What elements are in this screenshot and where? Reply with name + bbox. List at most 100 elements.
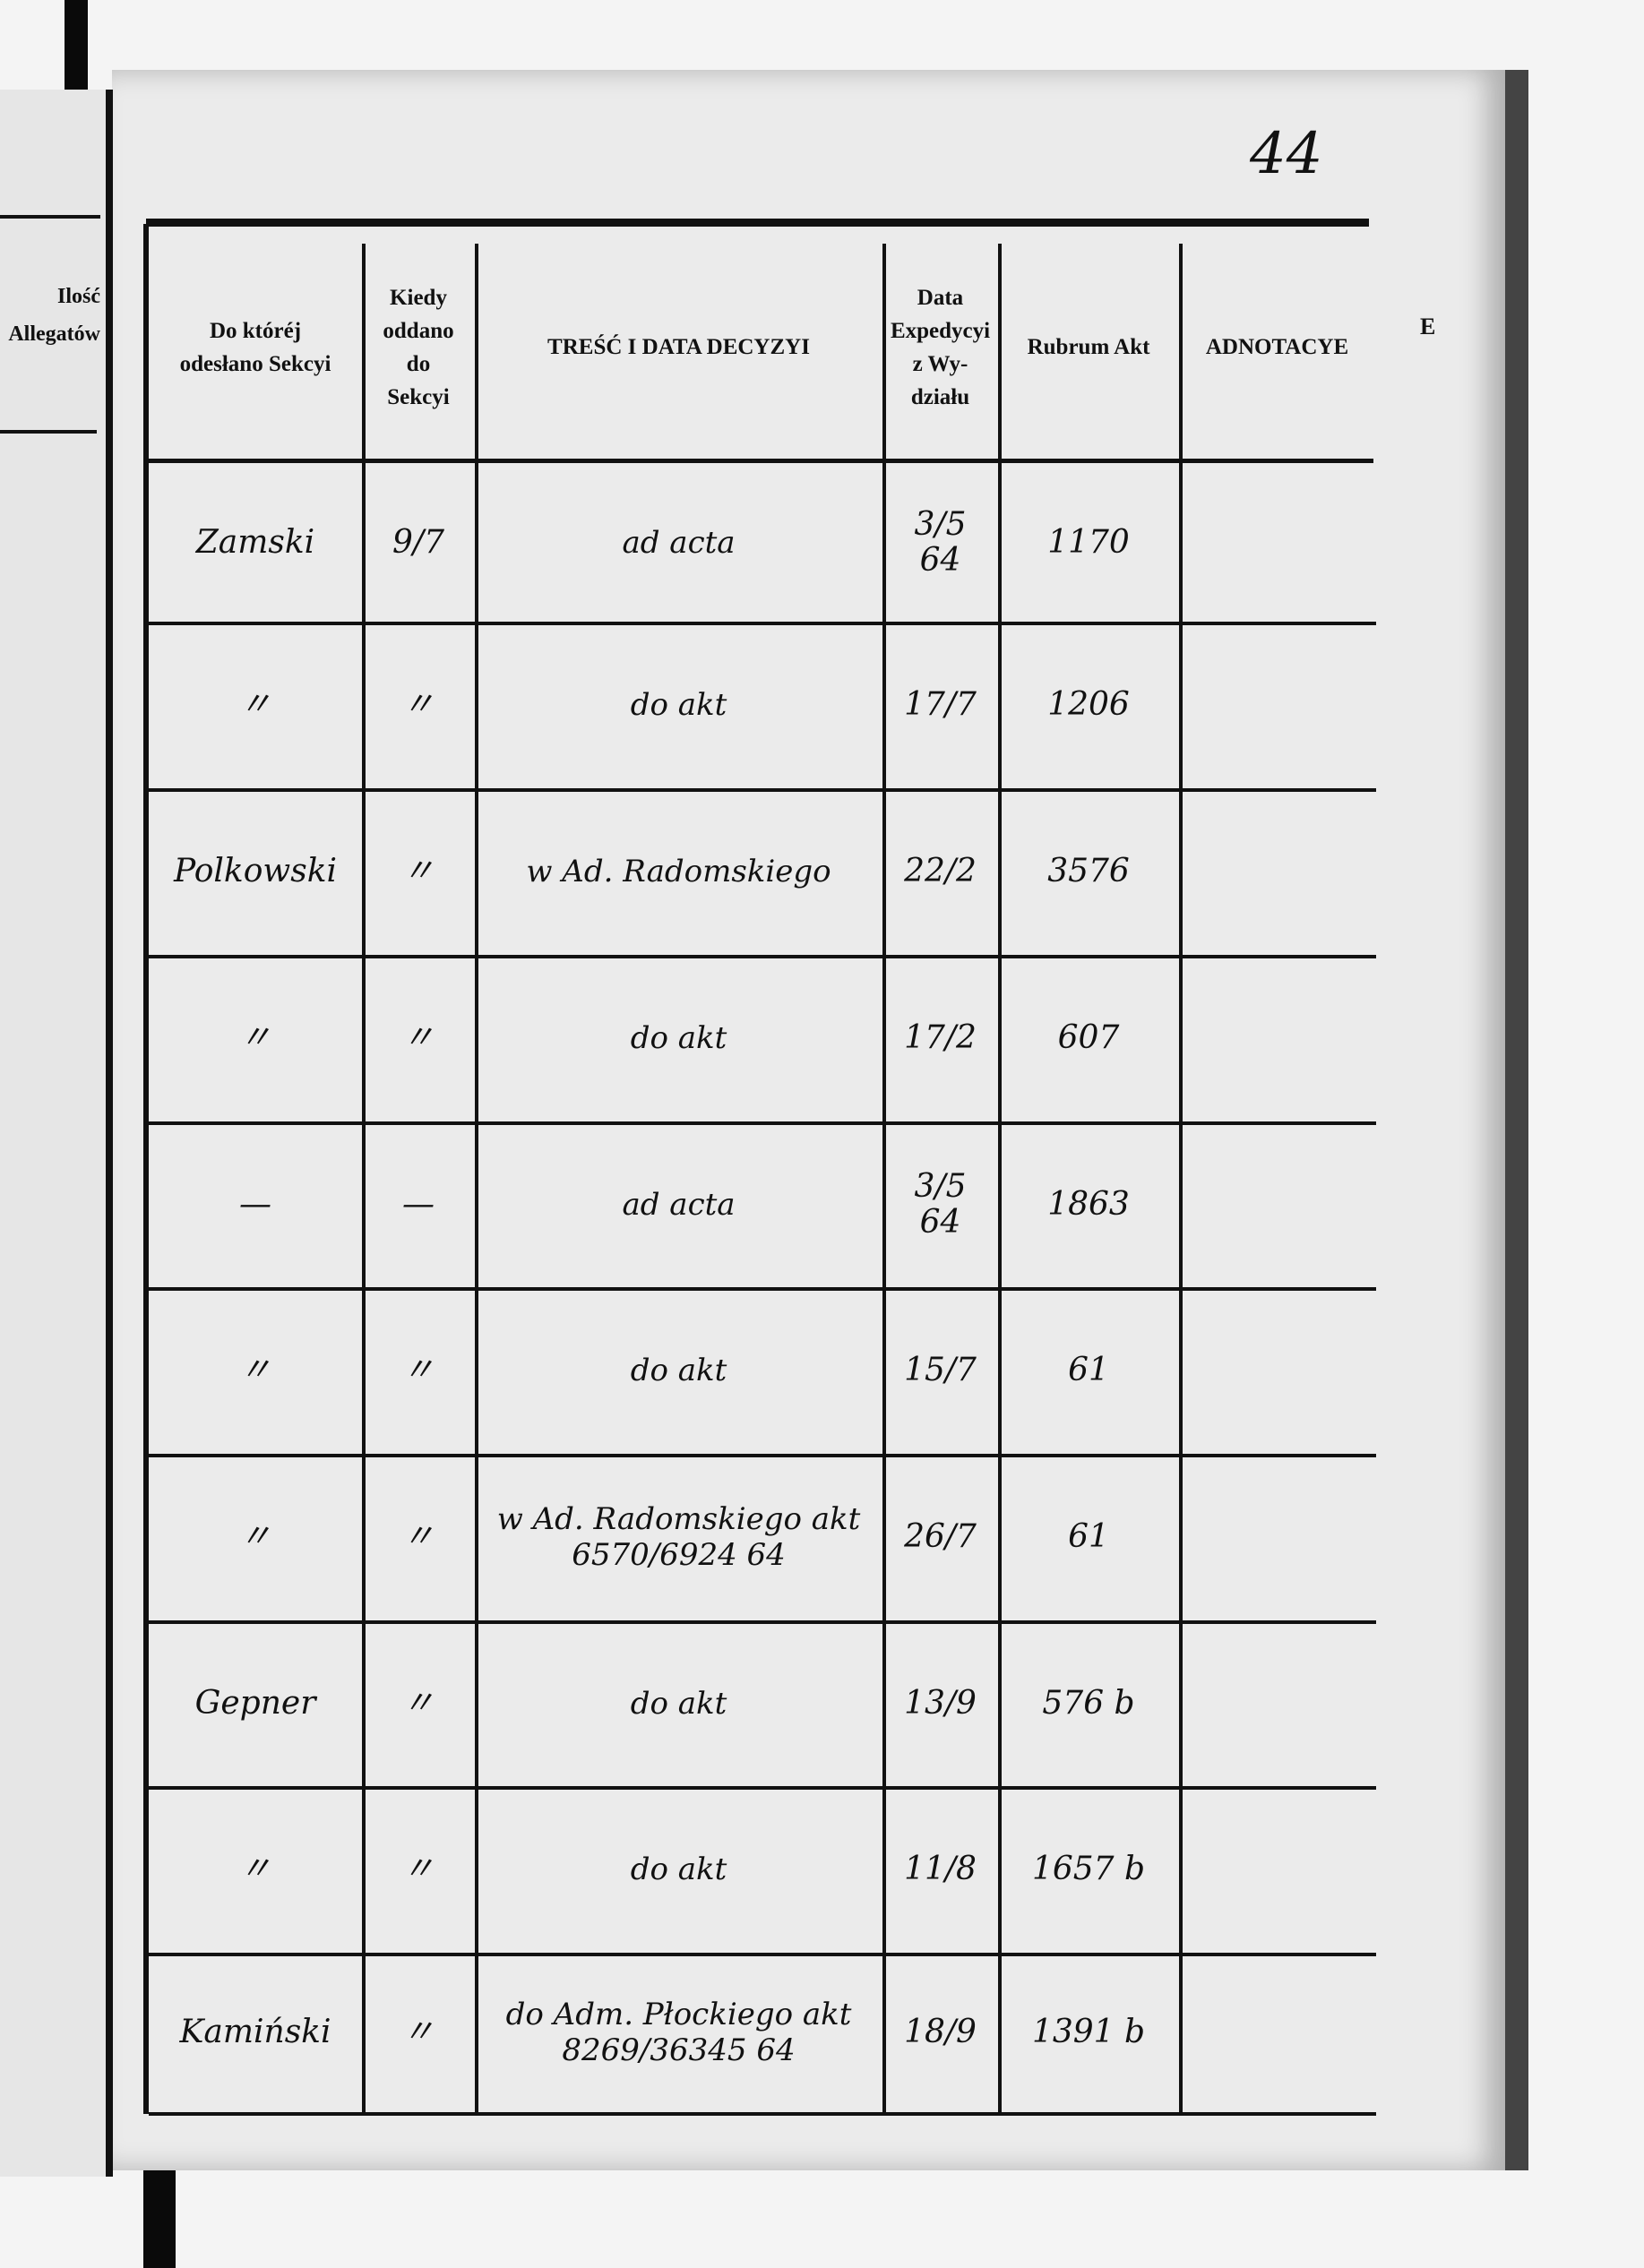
row-divider [149, 788, 1376, 792]
table-cell-data-exp: 15/7 [904, 1352, 977, 1388]
column-header-line: ADNOTACYE [1205, 335, 1349, 359]
table-cell-kiedy: 〃 [401, 1019, 435, 1056]
left-page-header: Ilość Allegatów [0, 278, 100, 353]
left-rule [0, 215, 100, 219]
table-cell-kiedy: 〃 [401, 1518, 435, 1555]
table-cell-tresc: do akt [630, 1685, 727, 1722]
table-cell-tresc: w Ad. Radomskiego akt 6570/6924 64 [496, 1501, 861, 1573]
page-number: 44 [1250, 121, 1323, 187]
table-cell-tresc: do Adm. Płockiego akt 8269/36345 64 [505, 1997, 852, 2068]
column-header: Kiedy oddano do Sekcyi [362, 242, 475, 452]
table-cell-data-exp: 13/9 [904, 1684, 977, 1722]
row-divider [149, 2112, 1376, 2116]
table-cell-rubrum: 1391 b [1031, 2014, 1146, 2050]
table-cell-kiedy: 9/7 [392, 523, 444, 561]
table-cell-sekcja: Polkowski [173, 853, 338, 889]
table-cell-tresc: do akt [630, 687, 727, 723]
table-cell-kiedy: 〃 [401, 1851, 435, 1887]
header-top-rule [146, 219, 1369, 227]
table-cell-kiedy: 〃 [401, 1352, 435, 1388]
table-cell-data-exp: 22/2 [904, 853, 977, 889]
table-cell-sekcja: Kamiński [179, 2014, 331, 2050]
column-header-line: Kiedy [390, 285, 447, 310]
table-cell-rubrum: 61 [1068, 1352, 1109, 1388]
table-cell-tresc: w Ad. Radomskiego [526, 854, 831, 889]
table-cell-tresc: ad acta [622, 524, 736, 561]
table-cell-sekcja: — [239, 1185, 271, 1223]
column-header-line: odesłano Sekcyi [179, 351, 331, 376]
row-divider [149, 622, 1376, 625]
table-cell-sekcja: 〃 [238, 1352, 271, 1388]
column-header: Rubrum Akt [998, 242, 1179, 452]
table-cell-adnotacye [1186, 1130, 1368, 1278]
table-cell-kiedy: — [402, 1185, 435, 1223]
column-header-line: Data [917, 285, 964, 310]
row-divider [149, 1287, 1376, 1291]
table-cell-adnotacye [1186, 1629, 1368, 1777]
table-cell-data-exp: 18/9 [904, 2014, 977, 2050]
column-header: Do któréj odesłano Sekcyi [149, 242, 362, 452]
table-cell-adnotacye [1186, 1962, 1368, 2103]
column-header: TREŚĆ I DATA DECYZYI [475, 242, 882, 452]
table-cell-tresc: do akt [630, 1353, 727, 1388]
table-cell-sekcja: 〃 [238, 686, 271, 723]
column-header-line: TREŚĆ I DATA DECYZYI [547, 335, 810, 359]
table-cell-rubrum: 607 [1057, 1019, 1120, 1056]
column-divider [882, 244, 886, 2116]
table-cell-rubrum: 61 [1068, 1518, 1109, 1555]
table-cell-sekcja: 〃 [238, 1851, 271, 1887]
table-left-border [143, 224, 149, 2114]
left-header-line: Ilość [57, 285, 100, 308]
table-cell-kiedy: 〃 [401, 686, 435, 723]
table-cell-kiedy: 〃 [401, 2014, 435, 2050]
column-divider [475, 244, 478, 2116]
table-cell-rubrum: 3576 [1047, 853, 1130, 889]
scan-border [143, 2168, 176, 2268]
column-header: Data Expedycyi z Wy-działu [882, 242, 998, 452]
table-cell-data-exp: 17/7 [904, 686, 977, 723]
table-cell-adnotacye [1186, 797, 1368, 946]
table-cell-sekcja: 〃 [238, 1019, 271, 1056]
table-cell-sekcja: Zamski [195, 523, 315, 561]
column-header-line: do [406, 351, 431, 376]
table-cell-data-exp: 3/5 64 [914, 505, 967, 579]
table-cell-sekcja: Gepner [194, 1684, 316, 1722]
column-header-line: Do któréj [209, 318, 302, 343]
table-cell-adnotacye [1186, 1795, 1368, 1944]
table-cell-tresc: ad acta [622, 1186, 736, 1223]
column-header-line: Sekcyi [387, 384, 450, 409]
row-divider [149, 1454, 1376, 1457]
column-divider [1179, 244, 1183, 2116]
left-rule [0, 430, 97, 434]
table-cell-tresc: do akt [630, 1851, 727, 1887]
row-divider [149, 1786, 1376, 1790]
row-divider [149, 955, 1376, 958]
table-cell-rubrum: 1863 [1047, 1185, 1130, 1223]
table-cell-rubrum: 576 b [1042, 1684, 1135, 1722]
table-cell-rubrum: 1170 [1047, 523, 1130, 561]
column-header-line: działu [910, 384, 970, 409]
row-divider [149, 1953, 1376, 1956]
table-cell-adnotacye [1186, 1463, 1368, 1611]
scan-border [65, 0, 88, 97]
column-header-line: Expedycyi [890, 318, 991, 343]
table-cell-data-exp: 17/2 [904, 1019, 977, 1056]
column-divider [362, 244, 366, 2116]
table-cell-tresc: do akt [630, 1020, 727, 1056]
header-bottom-rule [146, 459, 1373, 463]
table-cell-adnotacye [1186, 472, 1368, 613]
row-divider [149, 1121, 1376, 1125]
page-spine [106, 90, 113, 2177]
column-header: ADNOTACYE [1179, 242, 1375, 452]
column-header-line: z Wy- [912, 351, 968, 376]
table-cell-rubrum: 1657 b [1031, 1851, 1146, 1887]
table-cell-kiedy: 〃 [401, 853, 435, 889]
left-page-fragment [0, 90, 109, 2177]
row-divider [149, 1620, 1376, 1624]
left-header-line: Allegatów [8, 322, 100, 346]
table-cell-sekcja: 〃 [238, 1518, 271, 1555]
edge-fragment: E [1420, 314, 1436, 339]
column-header-line: Rubrum Akt [1027, 335, 1150, 359]
table-cell-adnotacye [1186, 1296, 1368, 1445]
table-cell-data-exp: 3/5 64 [914, 1167, 967, 1241]
